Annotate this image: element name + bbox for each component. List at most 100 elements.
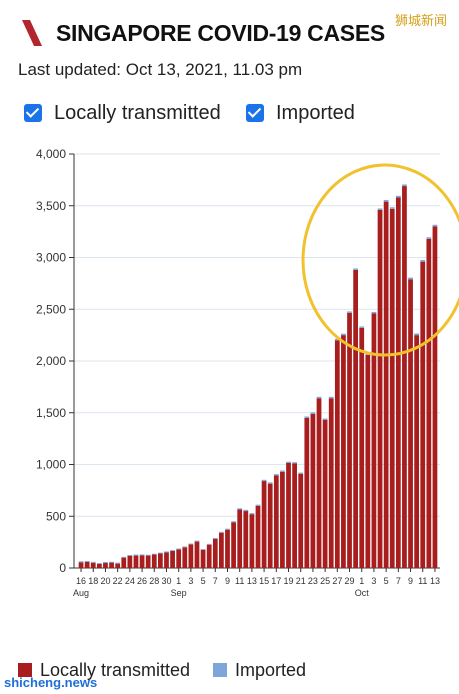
bar-local-31 (267, 483, 273, 568)
bar-local-44 (347, 312, 352, 568)
x-tick-label: 23 (308, 576, 318, 586)
x-tick-label: 25 (320, 576, 330, 586)
bar-imported-34 (286, 461, 291, 463)
x-tick-label: 22 (113, 576, 123, 586)
bar-local-25 (231, 522, 236, 568)
chart-legend: Locally transmitted Imported (18, 658, 448, 682)
x-tick-label: 1 (176, 576, 181, 586)
legend-item-imported[interactable]: Imported (213, 658, 306, 682)
bar-imported-19 (194, 540, 200, 542)
bar-imported-24 (225, 528, 230, 530)
bar-imported-53 (402, 184, 407, 187)
y-tick-label: 1,500 (36, 406, 66, 420)
x-tick-label: 5 (201, 576, 206, 586)
bar-local-1 (84, 561, 90, 568)
checkbox-checked-icon[interactable] (246, 104, 264, 122)
bar-imported-56 (420, 259, 426, 262)
title-row: SINGAPORE COVID-19 CASES (18, 16, 448, 52)
bar-local-12 (151, 554, 157, 568)
bar-imported-13 (157, 552, 163, 554)
filter-label: Locally transmitted (54, 101, 221, 124)
x-tick-label: 21 (296, 576, 306, 586)
bar-local-49 (377, 209, 383, 568)
bar-imported-15 (170, 550, 175, 551)
x-tick-label: 13 (430, 576, 440, 586)
bar-local-34 (286, 462, 291, 568)
bar-local-27 (243, 511, 249, 568)
bar-local-57 (426, 238, 432, 568)
x-tick-label: 11 (235, 576, 244, 586)
y-tick-label: 3,500 (36, 199, 66, 213)
bar-local-3 (96, 563, 102, 568)
bar-local-16 (176, 549, 182, 568)
bar-local-38 (310, 413, 316, 568)
bar-local-22 (212, 539, 218, 568)
bar-imported-48 (371, 311, 377, 314)
y-tick-label: 500 (46, 509, 66, 523)
x-tick-label: 29 (345, 576, 355, 586)
x-tick-label: 9 (408, 576, 413, 586)
x-tick-label: 27 (332, 576, 342, 586)
bar-local-4 (103, 563, 108, 568)
bar-local-29 (255, 505, 261, 568)
x-tick-label: 20 (100, 576, 110, 586)
x-tick-label: 28 (149, 576, 159, 586)
bar-local-37 (304, 417, 310, 568)
bar-local-24 (225, 529, 230, 568)
bar-imported-30 (261, 479, 267, 482)
month-label: Oct (355, 588, 370, 598)
x-tick-label: 7 (396, 576, 401, 586)
x-tick-label: 24 (125, 576, 135, 586)
bar-imported-16 (176, 548, 182, 550)
x-tick-label: 3 (371, 576, 376, 586)
bar-imported-20 (200, 549, 206, 550)
bar-imported-28 (249, 513, 255, 515)
bar-imported-23 (219, 531, 224, 533)
bar-local-53 (402, 186, 407, 568)
legend-swatch-local (18, 663, 32, 677)
bar-local-5 (109, 562, 114, 568)
filter-imported[interactable]: Imported (246, 100, 355, 126)
bar-local-58 (432, 226, 438, 568)
y-tick-label: 0 (59, 561, 66, 575)
watermark-bottom: shicheng.news (4, 675, 98, 690)
bar-local-46 (359, 327, 365, 568)
checkbox-checked-icon[interactable] (24, 104, 42, 122)
bar-imported-52 (395, 195, 401, 198)
bar-imported-43 (341, 333, 346, 336)
bar-imported-49 (377, 208, 383, 210)
bar-local-40 (322, 419, 328, 568)
bar-local-47 (365, 354, 371, 568)
bar-local-45 (353, 269, 359, 568)
bar-local-9 (133, 555, 139, 568)
bar-local-32 (273, 475, 279, 568)
x-tick-label: 7 (213, 576, 218, 586)
bar-local-52 (395, 197, 401, 568)
x-tick-label: 26 (137, 576, 147, 586)
bar-imported-35 (292, 462, 297, 464)
bar-imported-27 (243, 509, 249, 512)
bar-local-13 (157, 553, 163, 568)
bar-imported-26 (237, 508, 243, 510)
bar-imported-51 (389, 207, 395, 209)
bar-local-55 (414, 335, 420, 568)
bar-local-28 (249, 514, 255, 568)
bar-local-56 (420, 261, 426, 568)
bar-imported-25 (231, 521, 236, 523)
bar-local-48 (371, 313, 377, 568)
bar-local-8 (127, 555, 133, 568)
filter-locally-transmitted[interactable]: Locally transmitted (24, 100, 221, 126)
bar-imported-21 (206, 543, 212, 545)
highlight-circle (301, 163, 459, 357)
bar-local-35 (292, 463, 297, 568)
bar-imported-55 (414, 333, 420, 336)
bar-imported-58 (432, 224, 438, 227)
bar-local-21 (206, 544, 212, 568)
x-tick-label: 15 (259, 576, 269, 586)
bar-imported-38 (310, 412, 316, 414)
bar-local-20 (200, 549, 206, 568)
y-tick-label: 1,000 (36, 458, 66, 472)
bar-imported-46 (359, 326, 365, 328)
legend-item-local[interactable]: Locally transmitted (18, 658, 190, 682)
bar-imported-5 (109, 561, 114, 563)
